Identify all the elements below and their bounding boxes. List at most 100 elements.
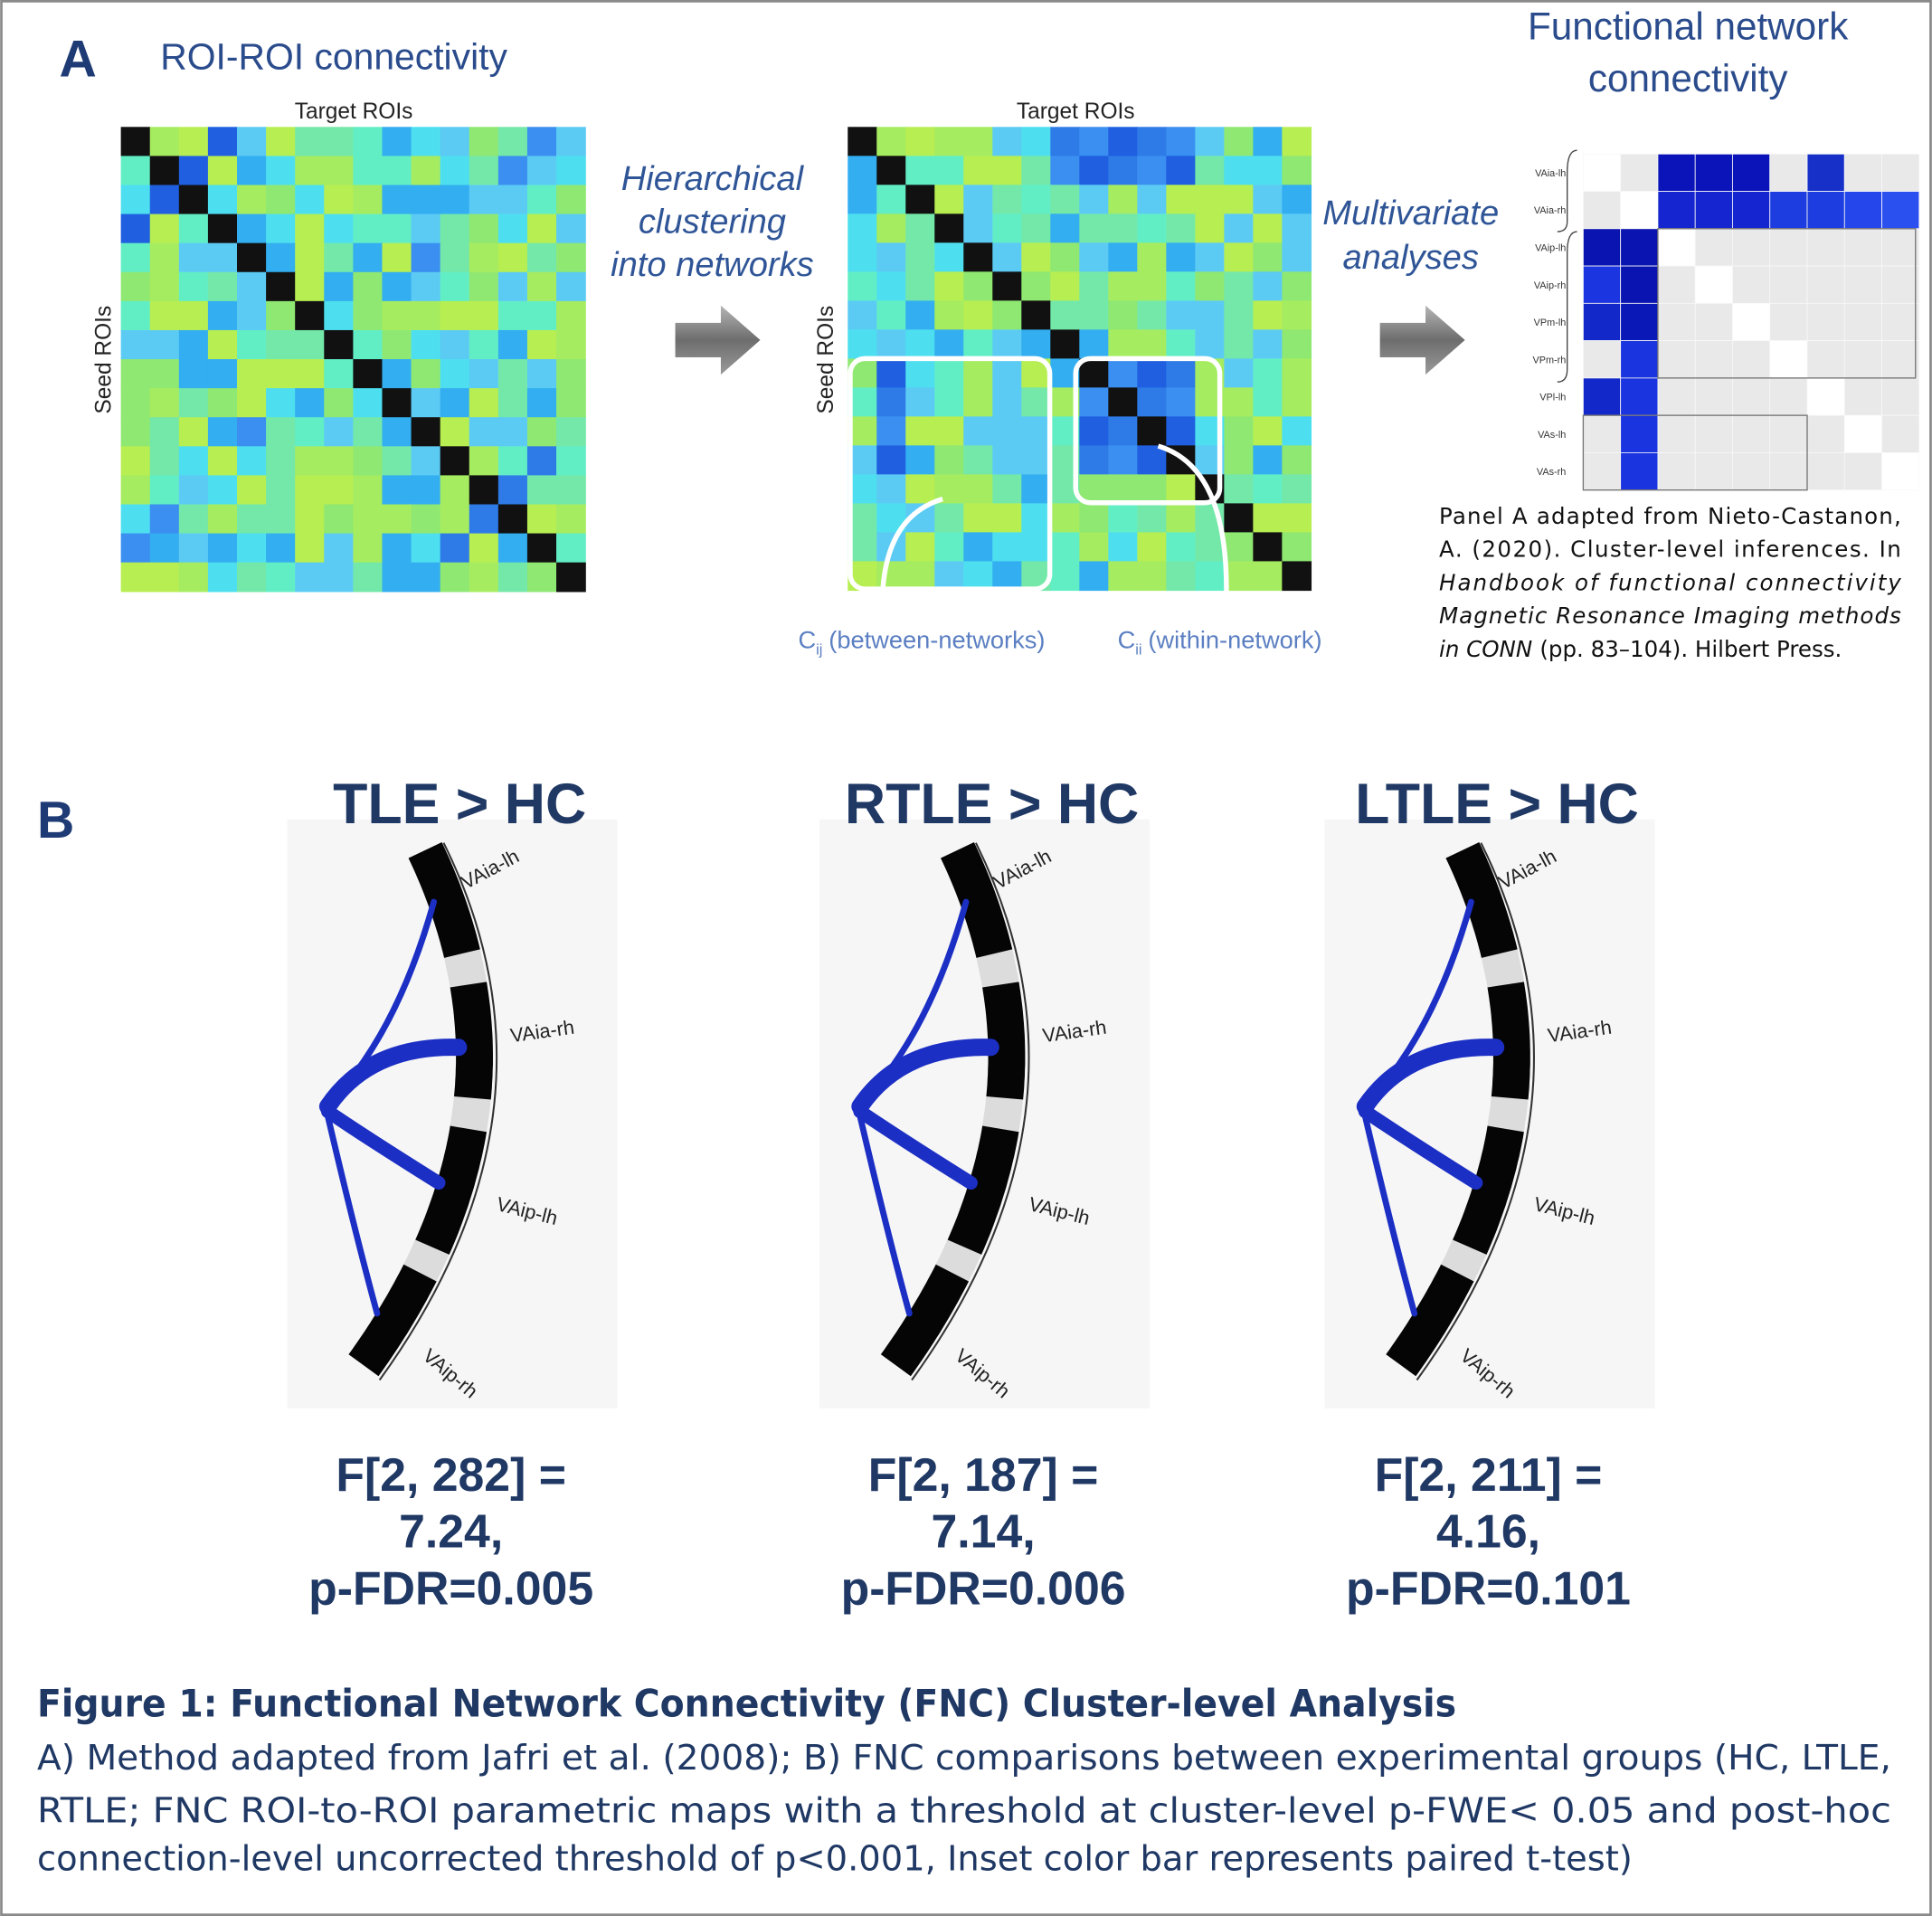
matrix-cell [934, 561, 964, 592]
matrix-cell [353, 417, 384, 448]
matrix-cell [497, 329, 528, 360]
statistic: F[2, 282] = [336, 1448, 566, 1501]
matrix-cell [1050, 561, 1080, 592]
fnc-cell [1732, 452, 1771, 491]
matrix-cell [1224, 242, 1255, 273]
matrix-cell [120, 562, 151, 593]
arrow [675, 305, 761, 375]
matrix-cell [1195, 329, 1226, 360]
matrix-cell [295, 388, 325, 418]
matrix-cell [120, 185, 151, 215]
matrix-cell [963, 561, 993, 592]
label-text: (between-networks) [829, 625, 1045, 653]
matrix-cell [1137, 532, 1168, 563]
matrix-cell [556, 533, 586, 564]
matrix-cell [556, 213, 586, 244]
fnc-cell [1732, 191, 1771, 230]
matrix-cell [353, 329, 384, 360]
matrix-cell [876, 213, 906, 244]
matrix-cell [207, 156, 238, 186]
matrix-cell [848, 156, 877, 185]
panel-label: A [60, 30, 97, 88]
row-label: VAip-lh [1535, 243, 1566, 254]
fnc-cell [1769, 228, 1808, 267]
matrix-cell [440, 213, 470, 244]
matrix-cell [556, 562, 586, 593]
matrix-cell [992, 242, 1022, 273]
matrix-cell [876, 242, 906, 273]
matrix-cell [1195, 300, 1226, 331]
matrix-cell [1282, 445, 1312, 476]
matrix-cell [497, 446, 528, 477]
fnc-cell [1732, 377, 1771, 416]
fnc-cell [1694, 414, 1733, 453]
cluster-outline [1657, 228, 1917, 379]
matrix-cell [266, 300, 296, 331]
matrix-cell [411, 271, 441, 302]
matrix-cell [324, 185, 355, 215]
matrix-cell [526, 388, 557, 418]
fnc-cell [1881, 228, 1920, 267]
matrix-cell [905, 474, 935, 505]
matrix-cell [1108, 156, 1139, 185]
matrix-cell [1108, 358, 1139, 389]
matrix-cell [207, 388, 238, 418]
matrix-cell [1282, 127, 1312, 157]
matrix-cell [876, 445, 906, 476]
matrix-cell [149, 475, 180, 506]
matrix-cell [1137, 300, 1168, 331]
matrix-cell [497, 562, 528, 593]
matrix-cell [934, 445, 964, 476]
fnc-cell [1769, 265, 1808, 304]
matrix-cell [934, 213, 964, 244]
statistic: 7.24, [399, 1505, 503, 1558]
matrix-cell [178, 127, 209, 157]
matrix-cell [411, 388, 441, 418]
fnc-cell [1657, 414, 1696, 453]
matrix-cell [1050, 156, 1080, 185]
matrix-cell [1282, 561, 1312, 592]
matrix-cell [120, 271, 151, 302]
matrix-cell [526, 504, 557, 535]
matrix-cell [905, 242, 935, 273]
matrix-cell [178, 213, 209, 244]
matrix-cell [1195, 271, 1226, 302]
matrix-cell [149, 359, 180, 389]
fnc-cell [1620, 302, 1659, 342]
matrix-cell [1195, 185, 1226, 214]
matrix-cell [295, 127, 325, 157]
matrix-cell [1050, 127, 1080, 157]
matrix-cell [848, 127, 877, 157]
matrix-cell [295, 329, 325, 360]
fnc-cell [1582, 153, 1622, 192]
matrix-cell [1195, 242, 1226, 273]
fnc-cell [1620, 377, 1659, 416]
connection [851, 1039, 999, 1115]
matrix-cell [992, 271, 1022, 302]
matrix-cell [934, 300, 964, 331]
matrix-cell [1108, 242, 1139, 273]
matrix-cell [382, 127, 412, 157]
matrix-cell [440, 504, 470, 535]
cluster-label: Cii (within-network) [1118, 625, 1322, 658]
matrix-cell [1253, 242, 1283, 273]
matrix-cell [556, 127, 586, 157]
matrix-cell [876, 271, 906, 302]
matrix-cell [1050, 300, 1080, 331]
matrix-cell [178, 329, 209, 360]
matrix-cell [1224, 300, 1255, 331]
matrix-cell [120, 388, 151, 418]
matrix-cell [905, 213, 935, 244]
matrix-cell [526, 127, 557, 157]
pointer [879, 497, 943, 611]
matrix-cell [934, 271, 964, 302]
matrix-cell [207, 475, 238, 506]
matrix-cell [992, 445, 1022, 476]
matrix-cell [1253, 185, 1283, 214]
matrix-cell [1021, 300, 1051, 331]
matrix-cell [266, 185, 296, 215]
matrix-cell [1166, 185, 1197, 214]
label-text: (within-network) [1148, 625, 1321, 653]
matrix-cell [556, 185, 586, 215]
matrix-cell [149, 300, 180, 331]
